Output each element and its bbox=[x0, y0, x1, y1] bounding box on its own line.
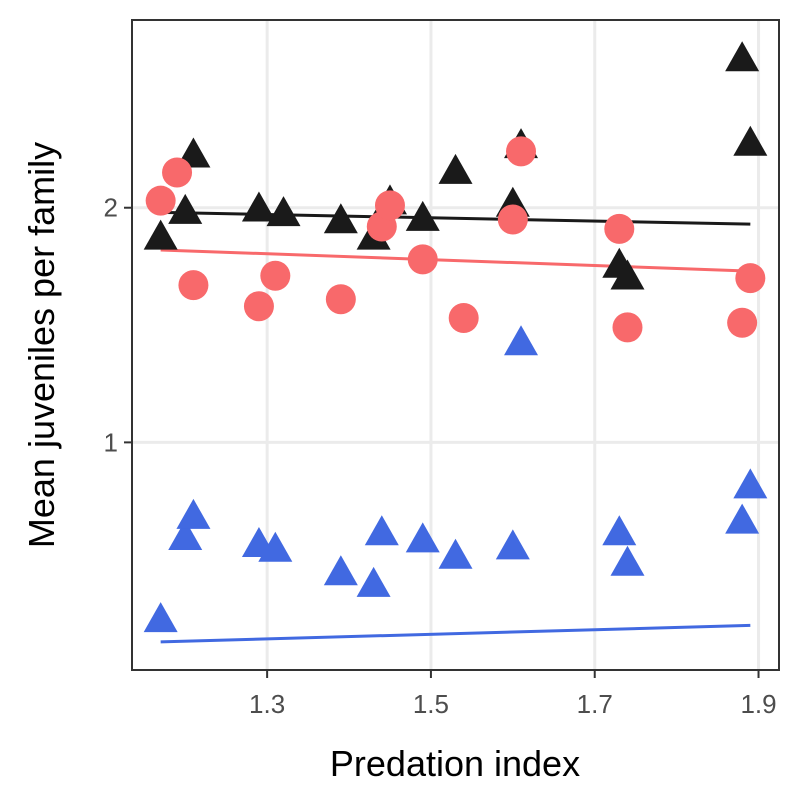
point-s1-3 bbox=[243, 291, 274, 322]
point-s2-0 bbox=[143, 602, 178, 633]
data-points bbox=[143, 41, 768, 633]
point-s0-3 bbox=[241, 191, 276, 222]
point-s1-11 bbox=[506, 136, 537, 167]
y-tick-label-1: 2 bbox=[104, 193, 118, 223]
point-s0-0 bbox=[143, 219, 178, 250]
point-s2-8 bbox=[405, 522, 440, 553]
point-s2-2 bbox=[176, 498, 211, 529]
point-s2-11 bbox=[504, 325, 539, 356]
point-s2-10 bbox=[495, 529, 530, 560]
point-s1-7 bbox=[374, 190, 405, 221]
y-axis-title: Mean juveniles per family bbox=[21, 142, 62, 548]
point-s1-10 bbox=[497, 204, 528, 235]
point-s2-4 bbox=[258, 531, 293, 562]
point-s1-12 bbox=[604, 213, 635, 244]
point-s1-13 bbox=[612, 312, 643, 343]
point-s2-5 bbox=[323, 555, 358, 586]
point-s2-13 bbox=[610, 545, 645, 576]
point-s1-4 bbox=[260, 260, 291, 291]
x-axis-ticks: 1.3 1.5 1.7 1.9 bbox=[249, 670, 777, 719]
point-s0-4 bbox=[266, 196, 301, 227]
point-s0-1 bbox=[168, 193, 203, 224]
y-axis-ticks: 12 bbox=[104, 193, 132, 457]
point-s0-15 bbox=[733, 125, 768, 156]
point-s1-2 bbox=[178, 270, 209, 301]
point-s0-14 bbox=[725, 41, 760, 72]
x-tick-label-3: 1.9 bbox=[740, 689, 776, 719]
point-s2-7 bbox=[364, 515, 399, 546]
point-s1-1 bbox=[162, 157, 193, 188]
point-s2-1 bbox=[168, 519, 203, 550]
x-tick-label-1: 1.5 bbox=[413, 689, 449, 719]
point-s2-14 bbox=[725, 503, 760, 534]
y-tick-label-0: 1 bbox=[104, 427, 118, 457]
plot-panel-border bbox=[131, 19, 780, 671]
point-s2-9 bbox=[438, 538, 473, 569]
trend-line-1 bbox=[160, 248, 751, 273]
point-s1-5 bbox=[325, 284, 356, 315]
x-tick-label-2: 1.7 bbox=[577, 689, 613, 719]
point-s0-5 bbox=[323, 203, 358, 234]
point-s2-12 bbox=[602, 515, 637, 546]
point-s0-13 bbox=[610, 259, 645, 290]
point-s1-15 bbox=[735, 263, 766, 294]
x-tick-label-0: 1.3 bbox=[249, 689, 285, 719]
trend-line-2 bbox=[160, 623, 751, 644]
point-s0-8 bbox=[405, 200, 440, 231]
x-axis-title: Predation index bbox=[330, 743, 580, 784]
point-s1-14 bbox=[727, 307, 758, 338]
point-s1-0 bbox=[145, 185, 176, 216]
point-s2-6 bbox=[356, 566, 391, 597]
point-s1-8 bbox=[407, 244, 438, 275]
point-s0-9 bbox=[438, 153, 473, 184]
point-s2-15 bbox=[733, 468, 768, 499]
point-s1-9 bbox=[448, 303, 479, 334]
